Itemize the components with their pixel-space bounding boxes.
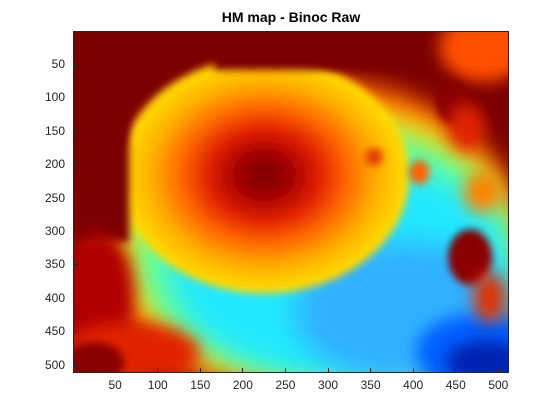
chart-title: HM map - Binoc Raw bbox=[221, 9, 361, 25]
heatmap-right-blob-4 bbox=[409, 160, 429, 184]
y-tick-mark bbox=[74, 330, 78, 332]
heatmap-dark-blue-low bbox=[446, 340, 508, 372]
y-tick-label: 500 bbox=[44, 357, 65, 372]
y-tick-label: 50 bbox=[51, 57, 65, 72]
heatmap-right-blob-7 bbox=[473, 272, 505, 322]
y-tick-label: 150 bbox=[44, 123, 65, 138]
y-tick-mark bbox=[74, 263, 78, 265]
y-tick-mark bbox=[74, 96, 78, 98]
heatmap-right-blob-5 bbox=[464, 172, 500, 212]
y-tick-label: 450 bbox=[44, 324, 65, 339]
heatmap-right-blob-2 bbox=[448, 103, 484, 151]
x-tick-label: 350 bbox=[360, 378, 381, 392]
x-tick-mark bbox=[157, 368, 159, 372]
heatmap-bottom-left-corner bbox=[74, 342, 124, 372]
heatmap-top-saturated bbox=[214, 32, 434, 70]
x-tick-mark bbox=[327, 368, 329, 372]
x-tick-label: 500 bbox=[488, 378, 509, 392]
y-tick-mark bbox=[74, 197, 78, 199]
x-tick-label: 400 bbox=[403, 378, 424, 392]
heatmap-top-left-saturated bbox=[109, 32, 199, 67]
x-tick-mark bbox=[370, 368, 372, 372]
x-tick-mark bbox=[455, 368, 457, 372]
heatmap-central-peak bbox=[119, 57, 409, 293]
heatmap-top-right-orange bbox=[439, 32, 508, 82]
x-tick-label: 100 bbox=[147, 378, 168, 392]
y-tick-mark bbox=[74, 364, 78, 366]
x-tick-mark bbox=[199, 368, 201, 372]
x-tick-label: 50 bbox=[108, 378, 122, 392]
heatmap-image bbox=[74, 32, 508, 372]
x-tick-mark bbox=[242, 368, 244, 372]
x-tick-label: 250 bbox=[275, 378, 296, 392]
y-tick-mark bbox=[74, 297, 78, 299]
x-tick-mark bbox=[497, 368, 499, 372]
x-tick-label: 450 bbox=[445, 378, 466, 392]
x-tick-mark bbox=[114, 368, 116, 372]
x-tick-mark bbox=[412, 368, 414, 372]
y-tick-label: 200 bbox=[44, 157, 65, 172]
y-tick-mark bbox=[74, 130, 78, 132]
y-tick-mark bbox=[74, 163, 78, 165]
x-tick-label: 200 bbox=[232, 378, 253, 392]
y-tick-mark bbox=[74, 230, 78, 232]
y-tick-label: 350 bbox=[44, 257, 65, 272]
y-tick-label: 100 bbox=[44, 90, 65, 105]
y-tick-label: 400 bbox=[44, 290, 65, 305]
x-tick-label: 300 bbox=[318, 378, 339, 392]
y-tick-label: 300 bbox=[44, 224, 65, 239]
x-tick-label: 150 bbox=[190, 378, 211, 392]
x-tick-mark bbox=[284, 368, 286, 372]
heatmap-left-saturated bbox=[74, 32, 129, 242]
heatmap-right-blob-3 bbox=[365, 148, 383, 166]
plot-area bbox=[73, 31, 509, 373]
heatmap-right-blob-6 bbox=[448, 229, 492, 285]
y-tick-label: 250 bbox=[44, 190, 65, 205]
heatmap-left-lower bbox=[74, 232, 134, 352]
y-tick-mark bbox=[74, 63, 78, 65]
